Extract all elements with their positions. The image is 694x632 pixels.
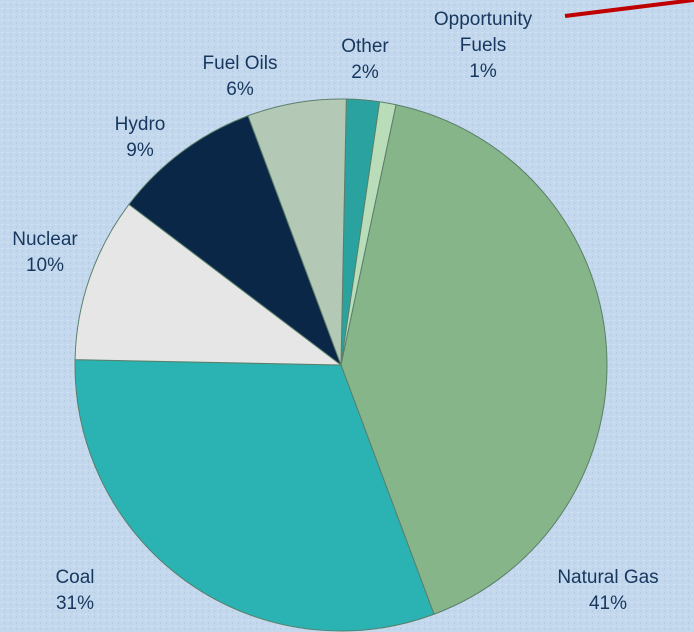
category-label: Hydro: [115, 114, 166, 135]
value-label: 41%: [589, 593, 627, 614]
category-label: Coal: [55, 567, 94, 588]
decor-line: [564, 0, 694, 18]
category-label: Fuel Oils: [203, 53, 278, 74]
value-label: 6%: [226, 79, 254, 100]
slice: [74, 203, 343, 366]
value-label: 1%: [469, 61, 497, 82]
slice: [128, 115, 343, 367]
value-label: 2%: [351, 62, 379, 83]
pie: [74, 98, 608, 632]
category-label: Other: [341, 36, 389, 57]
slice: [74, 359, 435, 632]
slice: [247, 98, 347, 366]
value-label: 9%: [126, 140, 154, 161]
slice: [340, 104, 608, 615]
category-label: Nuclear: [12, 229, 78, 250]
value-label: 31%: [56, 593, 94, 614]
value-label: 10%: [26, 255, 64, 276]
labels: Other 2% Opportunity Fuels 1% Natural Gas 41% C…: [12, 9, 658, 614]
category-label: Natural Gas: [557, 567, 658, 588]
category-label: Opportunity Fuels: [434, 9, 533, 56]
